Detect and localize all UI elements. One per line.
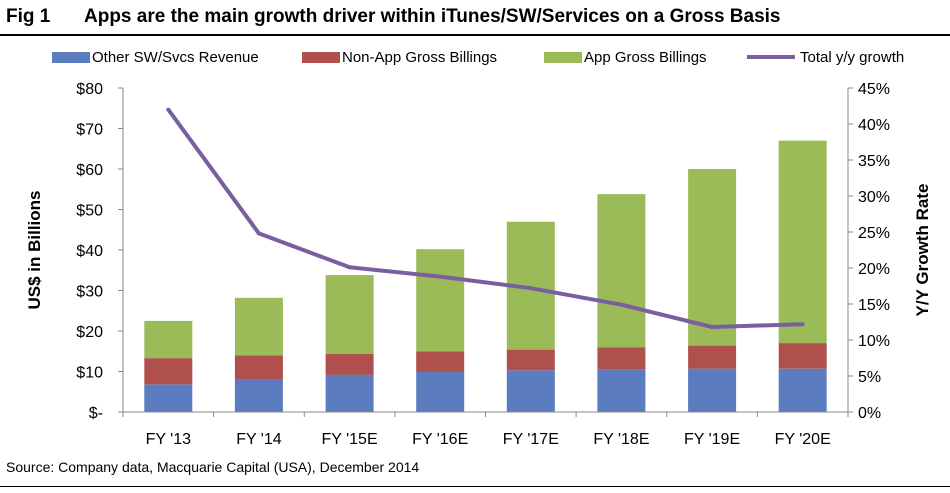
right-tick-label: 20% [858, 261, 890, 278]
growth-line-path [166, 108, 803, 329]
growth-point-2 [347, 265, 352, 270]
bar-other-sw-svcs-revenue-6 [688, 368, 737, 412]
bar-non-app-gross-billings-5 [597, 347, 646, 370]
bar-app-gross-billings-6 [688, 169, 737, 346]
right-tick-label: 15% [858, 297, 890, 314]
left-tick-label: $80 [76, 81, 103, 98]
right-tick-label: 45% [858, 81, 890, 98]
x-tick-label: FY '18E [593, 431, 649, 448]
right-tick-label: 25% [858, 225, 890, 242]
bars [144, 140, 827, 412]
title-divider [0, 34, 950, 36]
source-note: Source: Company data, Macquarie Capital … [6, 459, 420, 475]
bar-other-sw-svcs-revenue-0 [144, 384, 193, 412]
bar-non-app-gross-billings-7 [778, 343, 827, 369]
right-tick-label: 5% [858, 369, 881, 386]
left-tick-label: $10 [76, 365, 103, 382]
bar-other-sw-svcs-revenue-5 [597, 369, 646, 412]
left-tick-label: $70 [76, 122, 103, 139]
x-tick-label: FY '19E [684, 431, 740, 448]
bar-non-app-gross-billings-3 [416, 351, 465, 372]
figure-title: Apps are the main growth driver within i… [84, 6, 781, 27]
x-tick-label: FY '14 [236, 431, 282, 448]
legend-swatch-0 [52, 52, 90, 63]
growth-line [166, 107, 805, 329]
legend-label-1: Non-App Gross Billings [342, 49, 497, 66]
bar-non-app-gross-billings-1 [234, 355, 283, 380]
axes: $- $10 $20 $30 $40 $50 $60 $70 $80 0% 5% 10% 15% 20% 2… [25, 81, 932, 448]
growth-point-7 [800, 322, 805, 327]
x-tick-label: FY '13 [146, 431, 192, 448]
left-tick-label: $40 [76, 243, 103, 260]
bar-non-app-gross-billings-2 [325, 353, 374, 375]
bar-non-app-gross-billings-6 [688, 345, 737, 369]
bar-other-sw-svcs-revenue-7 [778, 368, 827, 412]
left-tick-label: $50 [76, 203, 103, 220]
growth-point-5 [619, 302, 624, 307]
legend-label-3: Total y/y growth [800, 49, 904, 66]
left-tick-label: $60 [76, 162, 103, 179]
legend-swatch-1 [302, 52, 340, 63]
figure-header: Fig 1 Apps are the main growth driver wi… [0, 0, 950, 36]
bar-non-app-gross-billings-0 [144, 358, 193, 385]
bar-non-app-gross-billings-4 [506, 349, 555, 371]
bar-other-sw-svcs-revenue-1 [234, 379, 283, 412]
right-tick-label: 0% [858, 405, 881, 422]
right-tick-label: 40% [858, 117, 890, 134]
bar-app-gross-billings-5 [597, 194, 646, 348]
left-axis-title: US$ in Billions [25, 190, 44, 309]
bar-app-gross-billings-7 [778, 140, 827, 344]
bar-app-gross-billings-2 [325, 275, 374, 354]
legend-swatch-2 [544, 52, 582, 63]
right-axis-title: Y/Y Growth Rate [913, 184, 932, 317]
figure-number: Fig 1 [6, 6, 51, 27]
growth-point-6 [710, 325, 715, 329]
right-tick-label: 35% [858, 153, 890, 170]
stacked-bar-line-chart: Other SW/Svcs Revenue Non-App Gross Billi… [25, 49, 932, 448]
bar-other-sw-svcs-revenue-3 [416, 371, 465, 412]
growth-point-1 [256, 231, 261, 236]
bar-app-gross-billings-0 [144, 320, 193, 359]
legend: Other SW/Svcs Revenue Non-App Gross Billi… [52, 49, 904, 66]
bar-app-gross-billings-3 [416, 249, 465, 352]
bar-app-gross-billings-1 [234, 297, 283, 356]
x-tick-label: FY '16E [412, 431, 468, 448]
right-tick-label: 10% [858, 333, 890, 350]
bar-other-sw-svcs-revenue-4 [506, 370, 555, 412]
x-tick-label: FY '15E [322, 431, 378, 448]
left-tick-label: $30 [76, 284, 103, 301]
bar-other-sw-svcs-revenue-2 [325, 374, 374, 412]
bottom-divider [0, 486, 950, 487]
left-tick-label: $20 [76, 324, 103, 341]
legend-label-0: Other SW/Svcs Revenue [92, 49, 259, 66]
legend-label-2: App Gross Billings [584, 49, 707, 66]
x-tick-label: FY '20E [775, 431, 831, 448]
right-tick-label: 30% [858, 189, 890, 206]
left-tick-label: $- [89, 405, 103, 422]
x-tick-label: FY '17E [503, 431, 559, 448]
growth-point-4 [528, 286, 533, 291]
growth-point-0 [166, 107, 171, 112]
growth-point-3 [438, 274, 443, 279]
